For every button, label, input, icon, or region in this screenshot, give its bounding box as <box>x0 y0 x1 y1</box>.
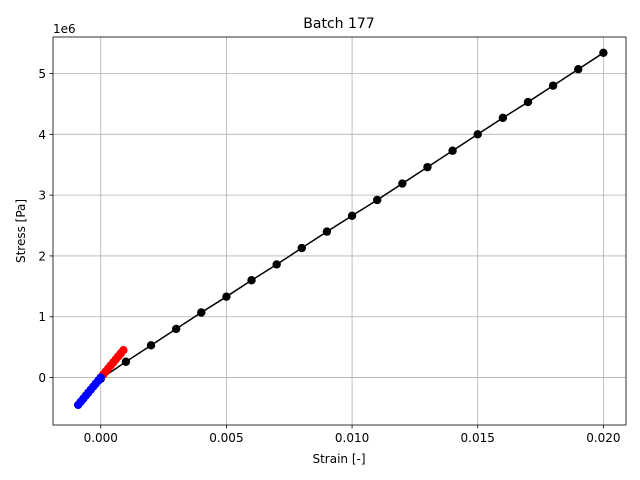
chart-title: Batch 177 <box>303 16 374 32</box>
data-point <box>523 97 533 107</box>
data-point <box>121 357 131 366</box>
y-tick-label: 1 <box>38 310 46 324</box>
x-tick-label: 0.010 <box>335 431 369 445</box>
y-tick-label: 0 <box>38 371 46 385</box>
y-tick-label: 4 <box>38 128 46 142</box>
data-point <box>347 211 357 220</box>
x-tick-label: 0.005 <box>209 431 243 445</box>
y-tick-label: 3 <box>38 189 46 203</box>
data-series <box>73 48 608 410</box>
axis-ticks: 0.000 0.005 0.010 0.015 0.020 0 1 2 3 4 5 <box>38 67 620 445</box>
data-point <box>171 324 181 334</box>
data-point <box>247 276 256 285</box>
x-tick-label: 0.015 <box>461 431 495 445</box>
data-point <box>96 373 105 382</box>
x-axis-label: Strain [-] <box>312 452 365 466</box>
data-point <box>272 260 281 269</box>
data-point <box>498 113 508 123</box>
grid-lines <box>53 37 626 425</box>
y-axis-offset-label: 1e6 <box>53 22 76 36</box>
x-tick-label: 0.020 <box>586 431 620 445</box>
data-point <box>146 341 156 350</box>
data-point <box>574 65 583 74</box>
x-tick-label: 0.000 <box>84 431 118 445</box>
data-point <box>322 227 332 236</box>
y-axis-label: Stress [Pa] <box>14 199 28 263</box>
data-point <box>448 146 457 155</box>
data-point <box>473 130 482 139</box>
data-point <box>372 195 382 205</box>
y-tick-label: 2 <box>38 249 46 263</box>
plot-area <box>53 37 626 425</box>
data-point <box>197 308 206 317</box>
data-point <box>548 81 558 90</box>
data-point <box>222 292 231 301</box>
data-point <box>297 243 307 253</box>
data-point <box>599 48 608 58</box>
axes-frame <box>52 36 627 426</box>
data-point <box>423 162 432 172</box>
data-point <box>398 179 407 188</box>
data-point <box>119 345 128 355</box>
y-tick-label: 5 <box>38 67 46 81</box>
